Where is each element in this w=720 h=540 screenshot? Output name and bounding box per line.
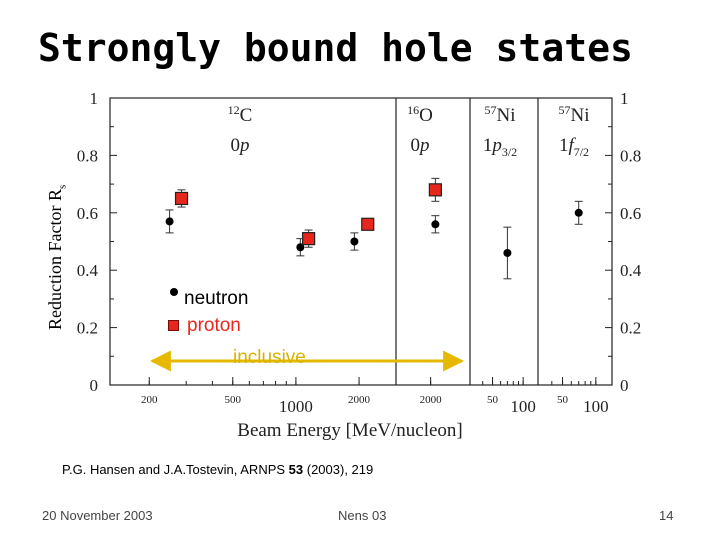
y-tick-label-left: 0 (90, 376, 99, 395)
y-tick-label-left: 0.6 (77, 204, 98, 223)
y-tick-label-right: 0 (620, 376, 629, 395)
panel-state-label: 1f7/2 (559, 135, 589, 159)
x-tick-label: 50 (487, 394, 499, 406)
legend-neutron: neutron (170, 288, 248, 310)
neutron-point (296, 243, 305, 252)
y-tick-label-right: 1 (620, 89, 629, 108)
panel-nucleus-label: 57Ni (485, 103, 516, 126)
x-tick-label: 2000 (420, 394, 443, 406)
x-tick-label: 100 (583, 397, 609, 416)
y-tick-label-right: 0.4 (620, 261, 642, 280)
legend-proton: proton (168, 315, 241, 337)
nucleus-symbol: Ni (497, 105, 516, 126)
plot-frame: 0 0 0.2 0.2 0.4 0.4 0.6 0.6 0.8 0.8 1 1 200 500 1000 20… (77, 89, 642, 441)
nucleus-mass: 57 (485, 103, 497, 117)
nucleus-symbol: C (240, 105, 253, 126)
panel-nucleus-label: 12C (228, 103, 253, 126)
x-axis-label: Beam Energy [MeV/nucleon] (237, 420, 462, 441)
proton-point (302, 232, 316, 246)
inclusive-label: inclusive (233, 347, 306, 368)
panel-nucleus-label: 16O (407, 103, 433, 126)
legend-neutron-label: neutron (184, 288, 249, 309)
x-tick-label: 100 (510, 397, 536, 416)
neutron-point (350, 237, 359, 246)
nucleus-mass: 16 (407, 103, 419, 117)
nucleus-mass: 57 (559, 103, 571, 117)
y-tick-label-left: 0.2 (77, 319, 98, 338)
proton-point (361, 217, 375, 231)
x-tick-label: 2000 (348, 394, 371, 406)
legend-proton-marker (168, 320, 179, 332)
y-tick-label-right: 0.6 (620, 204, 641, 223)
page-number: 14 (659, 508, 674, 523)
nucleus-symbol: O (419, 105, 433, 126)
data-marks (165, 177, 583, 280)
legend-neutron-marker (170, 288, 178, 296)
y-tick-label-right: 0.2 (620, 319, 641, 338)
proton-point (174, 191, 189, 206)
nucleus-mass: 12 (228, 103, 240, 117)
neutron-point (574, 208, 583, 217)
neutron-point (503, 248, 512, 257)
y-tick-label-left: 1 (90, 89, 99, 108)
x-tick-label: 200 (141, 394, 158, 406)
y-tick-label-right: 0.8 (620, 146, 641, 165)
panel-state-label: 0p (411, 135, 430, 156)
y-tick-label-left: 0.4 (77, 261, 99, 280)
citation: P.G. Hansen and J.A.Tostevin, ARNPS 53 (… (62, 462, 374, 477)
footer-date: 20 November 2003 (42, 508, 153, 523)
nucleus-symbol: Ni (571, 105, 590, 126)
panel-state-label: 1p3/2 (483, 135, 517, 159)
legend-proton-label: proton (187, 315, 241, 336)
footer-center: Nens 03 (338, 508, 387, 523)
y-tick-label-left: 0.8 (77, 146, 98, 165)
proton-point (428, 183, 442, 197)
neutron-point (165, 217, 174, 226)
x-tick-label: 50 (557, 394, 569, 406)
neutron-point (431, 220, 440, 229)
x-tick-label: 500 (224, 394, 241, 406)
panel-nucleus-label: 57Ni (559, 103, 590, 126)
panel-state-label: 0p (231, 135, 250, 156)
x-tick-label: 1000 (279, 397, 313, 416)
plot-border (109, 97, 613, 386)
slide-title: Strongly bound hole states (38, 26, 633, 70)
